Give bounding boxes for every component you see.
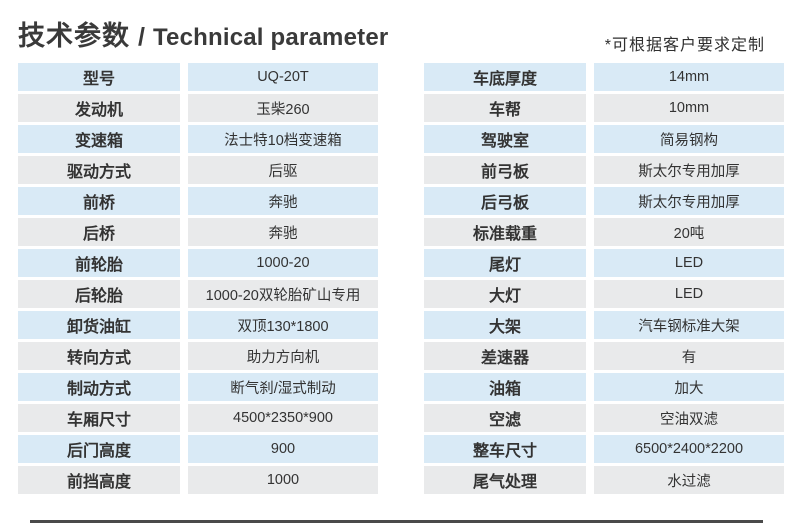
- param-label: 卸货油缸: [18, 311, 180, 339]
- param-value: LED: [594, 280, 784, 308]
- param-value: 14mm: [594, 63, 784, 91]
- param-label: 驾驶室: [424, 125, 586, 153]
- param-value: 法士特10档变速箱: [188, 125, 378, 153]
- param-label: 油箱: [424, 373, 586, 401]
- table-row: 驱动方式 后驱: [18, 156, 378, 184]
- param-value: LED: [594, 249, 784, 277]
- param-value: 斯太尔专用加厚: [594, 156, 784, 184]
- table-row: 前挡高度 1000: [18, 466, 378, 494]
- param-label: 差速器: [424, 342, 586, 370]
- table-row: 整车尺寸 6500*2400*2200: [424, 435, 784, 463]
- param-value: 空油双滤: [594, 404, 784, 432]
- param-value: 10mm: [594, 94, 784, 122]
- table-row: 大架 汽车钢标准大架: [424, 311, 784, 339]
- param-label: 车厢尺寸: [18, 404, 180, 432]
- param-label: 转向方式: [18, 342, 180, 370]
- param-value: UQ-20T: [188, 63, 378, 91]
- param-label: 后门高度: [18, 435, 180, 463]
- param-label: 发动机: [18, 94, 180, 122]
- param-value: 玉柴260: [188, 94, 378, 122]
- param-label: 变速箱: [18, 125, 180, 153]
- param-label: 前桥: [18, 187, 180, 215]
- table-row: 制动方式 断气刹/湿式制动: [18, 373, 378, 401]
- param-value: 加大: [594, 373, 784, 401]
- page-title: 技术参数 / Technical parameter: [18, 14, 388, 53]
- param-label: 驱动方式: [18, 156, 180, 184]
- table-row: 标准载重 20吨: [424, 218, 784, 246]
- table-row: 前轮胎 1000-20: [18, 249, 378, 277]
- param-value: 1000: [188, 466, 378, 494]
- param-value: 有: [594, 342, 784, 370]
- param-label: 制动方式: [18, 373, 180, 401]
- page-title-separator: /: [138, 23, 145, 51]
- param-label: 前弓板: [424, 156, 586, 184]
- param-value: 水过滤: [594, 466, 784, 494]
- table-row: 差速器有: [424, 342, 784, 370]
- table-row: 后弓板 斯太尔专用加厚: [424, 187, 784, 215]
- param-label: 型号: [18, 63, 180, 91]
- table-row: 发动机 玉柴260: [18, 94, 378, 122]
- param-label: 后轮胎: [18, 280, 180, 308]
- param-label: 大灯: [424, 280, 586, 308]
- param-value: 20吨: [594, 218, 784, 246]
- param-label: 尾气处理: [424, 466, 586, 494]
- table-row: 前弓板 斯太尔专用加厚: [424, 156, 784, 184]
- table-row: 车帮 10mm: [424, 94, 784, 122]
- table-row: 油箱 加大: [424, 373, 784, 401]
- table-row: 后轮胎 1000-20双轮胎矿山专用: [18, 280, 378, 308]
- param-label: 整车尺寸: [424, 435, 586, 463]
- param-value: 900: [188, 435, 378, 463]
- param-value: 简易钢构: [594, 125, 784, 153]
- table-row: 尾气处理 水过滤: [424, 466, 784, 494]
- table-row: 后桥 奔驰: [18, 218, 378, 246]
- param-label: 尾灯: [424, 249, 586, 277]
- table-row: 驾驶室 简易钢构: [424, 125, 784, 153]
- param-label: 车底厚度: [424, 63, 586, 91]
- customization-note: *可根据客户要求定制: [604, 37, 765, 54]
- param-label: 前挡高度: [18, 466, 180, 494]
- table-row: 车底厚度 14mm: [424, 63, 784, 91]
- param-value: 奔驰: [188, 218, 378, 246]
- param-value: 6500*2400*2200: [594, 435, 784, 463]
- param-label: 车帮: [424, 94, 586, 122]
- table-row: 大灯 LED: [424, 280, 784, 308]
- param-value: 斯太尔专用加厚: [594, 187, 784, 215]
- param-label: 后弓板: [424, 187, 586, 215]
- spec-table-right: 车底厚度 14mm 车帮 10mm 驾驶室 简易钢构 前弓板 斯太尔专用加厚 后弓板 斯太尔专用加…: [424, 63, 784, 494]
- param-label: 后桥: [18, 218, 180, 246]
- param-label: 前轮胎: [18, 249, 180, 277]
- table-row: 转向方式 助力方向机: [18, 342, 378, 370]
- table-row: 车厢尺寸 4500*2350*900: [18, 404, 378, 432]
- param-value: 双顶130*1800: [188, 311, 378, 339]
- param-value: 后驱: [188, 156, 378, 184]
- param-value: 4500*2350*900: [188, 404, 378, 432]
- param-value: 汽车钢标准大架: [594, 311, 784, 339]
- bottom-divider: [30, 520, 763, 523]
- table-row: 卸货油缸 双顶130*1800: [18, 311, 378, 339]
- table-row: 尾灯 LED: [424, 249, 784, 277]
- table-row: 空滤 空油双滤: [424, 404, 784, 432]
- page-title-english: Technical parameter: [152, 24, 389, 51]
- table-row: 后门高度 900: [18, 435, 378, 463]
- param-value: 1000-20双轮胎矿山专用: [188, 280, 378, 308]
- page-title-chinese: 技术参数: [18, 21, 130, 51]
- param-label: 空滤: [424, 404, 586, 432]
- param-value: 1000-20: [188, 249, 378, 277]
- table-row: 前桥 奔驰: [18, 187, 378, 215]
- param-label: 大架: [424, 311, 586, 339]
- param-value: 奔驰: [188, 187, 378, 215]
- table-row: 型号 UQ-20T: [18, 63, 378, 91]
- param-label: 标准载重: [424, 218, 586, 246]
- param-value: 助力方向机: [188, 342, 378, 370]
- param-value: 断气刹/湿式制动: [188, 373, 378, 401]
- spec-table-left: 型号 UQ-20T 发动机 玉柴260 变速箱 法士特10档变速箱 驱动方式 后驱 前桥 奔驰 后桥…: [18, 63, 378, 494]
- table-row: 变速箱 法士特10档变速箱: [18, 125, 378, 153]
